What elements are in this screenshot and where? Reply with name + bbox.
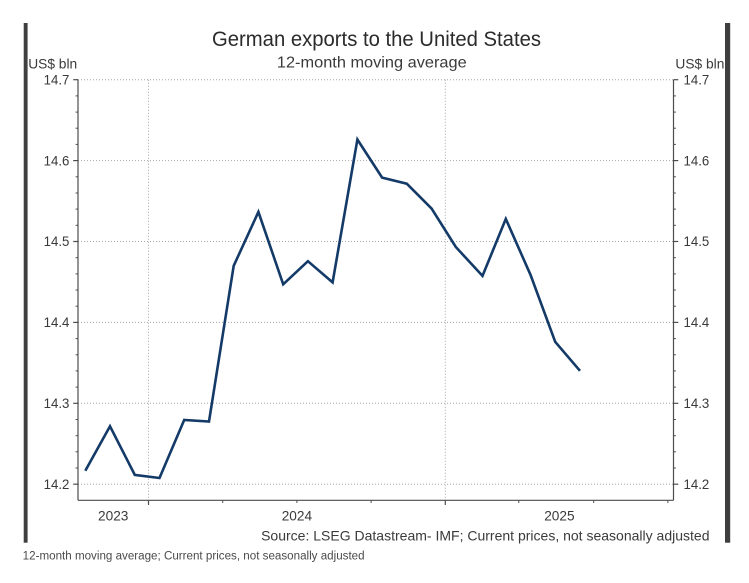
svg-text:Source: LSEG Datastream- IMF;: Source: LSEG Datastream- IMF; Current pr…	[261, 528, 709, 543]
svg-text:14.7: 14.7	[44, 72, 70, 87]
svg-text:14.7: 14.7	[684, 72, 710, 87]
svg-text:14.2: 14.2	[684, 477, 710, 492]
svg-text:14.5: 14.5	[44, 234, 70, 249]
svg-text:2025: 2025	[544, 507, 575, 523]
svg-text:14.5: 14.5	[684, 234, 710, 249]
svg-text:2024: 2024	[282, 507, 313, 523]
svg-text:12-month moving average; Curre: 12-month moving average; Current prices,…	[23, 550, 365, 562]
svg-text:14.6: 14.6	[44, 153, 70, 168]
svg-text:14.3: 14.3	[684, 396, 710, 411]
svg-text:14.4: 14.4	[44, 315, 70, 330]
svg-text:2023: 2023	[98, 507, 129, 523]
svg-text:US$ bln: US$ bln	[675, 55, 724, 71]
svg-text:German exports to the United S: German exports to the United States	[212, 27, 541, 51]
svg-text:US$ bln: US$ bln	[28, 55, 77, 71]
svg-text:14.2: 14.2	[44, 477, 70, 492]
svg-text:14.6: 14.6	[684, 153, 710, 168]
svg-text:14.3: 14.3	[44, 396, 70, 411]
svg-text:12-month moving average: 12-month moving average	[277, 55, 467, 72]
svg-text:14.4: 14.4	[684, 315, 710, 330]
